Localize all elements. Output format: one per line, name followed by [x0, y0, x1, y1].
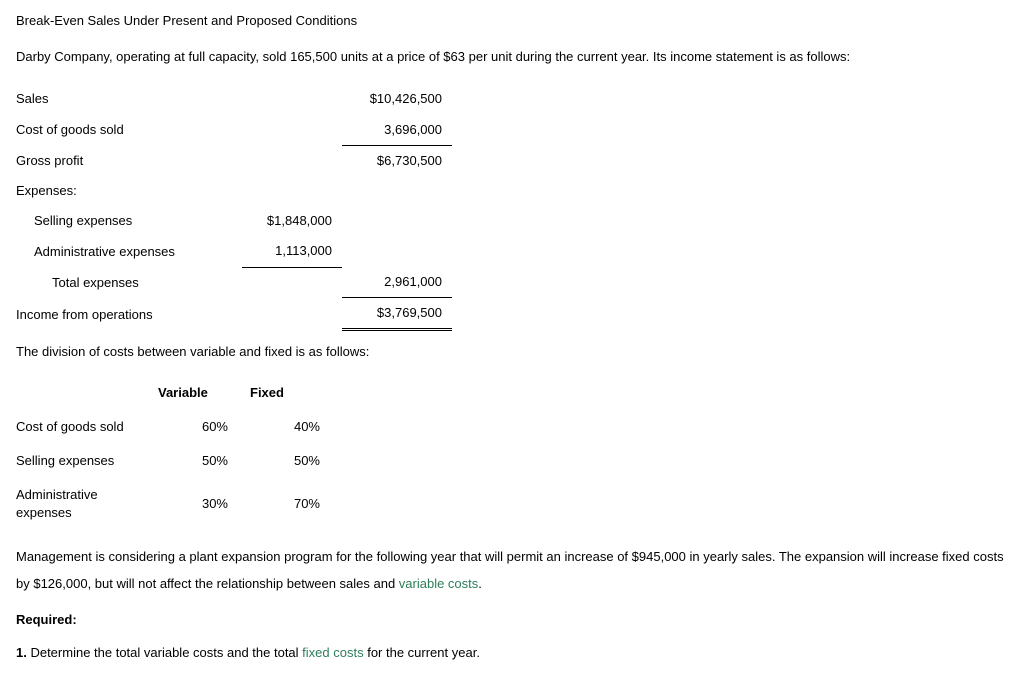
fixed-costs-link[interactable]: fixed costs: [302, 645, 363, 660]
total-exp-label: Total expenses: [16, 267, 242, 298]
costdiv-fixed: 50%: [250, 444, 342, 478]
gross-profit-value: $6,730,500: [342, 145, 452, 176]
row-total-exp: Total expenses 2,961,000: [16, 267, 452, 298]
cost-division-table: Variable Fixed Cost of goods sold 60% 40…: [16, 376, 342, 531]
required-label: Required:: [16, 611, 1008, 629]
division-intro: The division of costs between variable a…: [16, 343, 1008, 361]
variable-costs-link[interactable]: variable costs: [399, 576, 478, 591]
income-ops-value: $3,769,500: [342, 298, 452, 330]
costdiv-label: Selling expenses: [16, 444, 158, 478]
expenses-header: Expenses:: [16, 176, 242, 206]
page-title: Break-Even Sales Under Present and Propo…: [16, 12, 1008, 30]
q1-text-post: for the current year.: [364, 645, 480, 660]
income-statement-table: Sales $10,426,500 Cost of goods sold 3,6…: [16, 84, 452, 331]
costdiv-fixed: 70%: [250, 478, 342, 530]
costdiv-variable: 50%: [158, 444, 250, 478]
row-selling-exp: Selling expenses $1,848,000: [16, 206, 452, 236]
costdiv-row: Selling expenses 50% 50%: [16, 444, 342, 478]
costdiv-fixed: 40%: [250, 410, 342, 444]
row-expenses-header: Expenses:: [16, 176, 452, 206]
costdiv-row: Cost of goods sold 60% 40%: [16, 410, 342, 444]
row-income-ops: Income from operations $3,769,500: [16, 298, 452, 330]
costdiv-header-row: Variable Fixed: [16, 376, 342, 410]
selling-value: $1,848,000: [242, 206, 342, 236]
row-sales: Sales $10,426,500: [16, 84, 452, 114]
sales-value: $10,426,500: [342, 84, 452, 114]
cogs-value: 3,696,000: [342, 115, 452, 146]
admin-value: 1,113,000: [242, 236, 342, 267]
question-1: 1. Determine the total variable costs an…: [16, 643, 1008, 664]
row-cogs: Cost of goods sold 3,696,000: [16, 115, 452, 146]
admin-label: Administrative expenses: [16, 236, 242, 267]
costdiv-row: Administrative expenses 30% 70%: [16, 478, 342, 530]
row-admin-exp: Administrative expenses 1,113,000: [16, 236, 452, 267]
cogs-label: Cost of goods sold: [16, 115, 242, 146]
costdiv-label: Cost of goods sold: [16, 410, 158, 444]
selling-label: Selling expenses: [16, 206, 242, 236]
gross-profit-label: Gross profit: [16, 145, 242, 176]
mgmt-text-pre: Management is considering a plant expans…: [16, 549, 1004, 591]
costdiv-variable: 30%: [158, 478, 250, 530]
income-ops-label: Income from operations: [16, 298, 242, 330]
costdiv-label: Administrative expenses: [16, 478, 158, 530]
intro-text: Darby Company, operating at full capacit…: [16, 48, 1008, 66]
q1-text-pre: Determine the total variable costs and t…: [27, 645, 302, 660]
q1-number: 1.: [16, 645, 27, 660]
costdiv-variable: 60%: [158, 410, 250, 444]
sales-label: Sales: [16, 84, 242, 114]
management-paragraph: Management is considering a plant expans…: [16, 543, 1008, 598]
row-gross-profit: Gross profit $6,730,500: [16, 145, 452, 176]
total-exp-value: 2,961,000: [342, 267, 452, 298]
col-fixed: Fixed: [250, 376, 342, 410]
mgmt-text-post: .: [478, 576, 482, 591]
col-variable: Variable: [158, 376, 250, 410]
